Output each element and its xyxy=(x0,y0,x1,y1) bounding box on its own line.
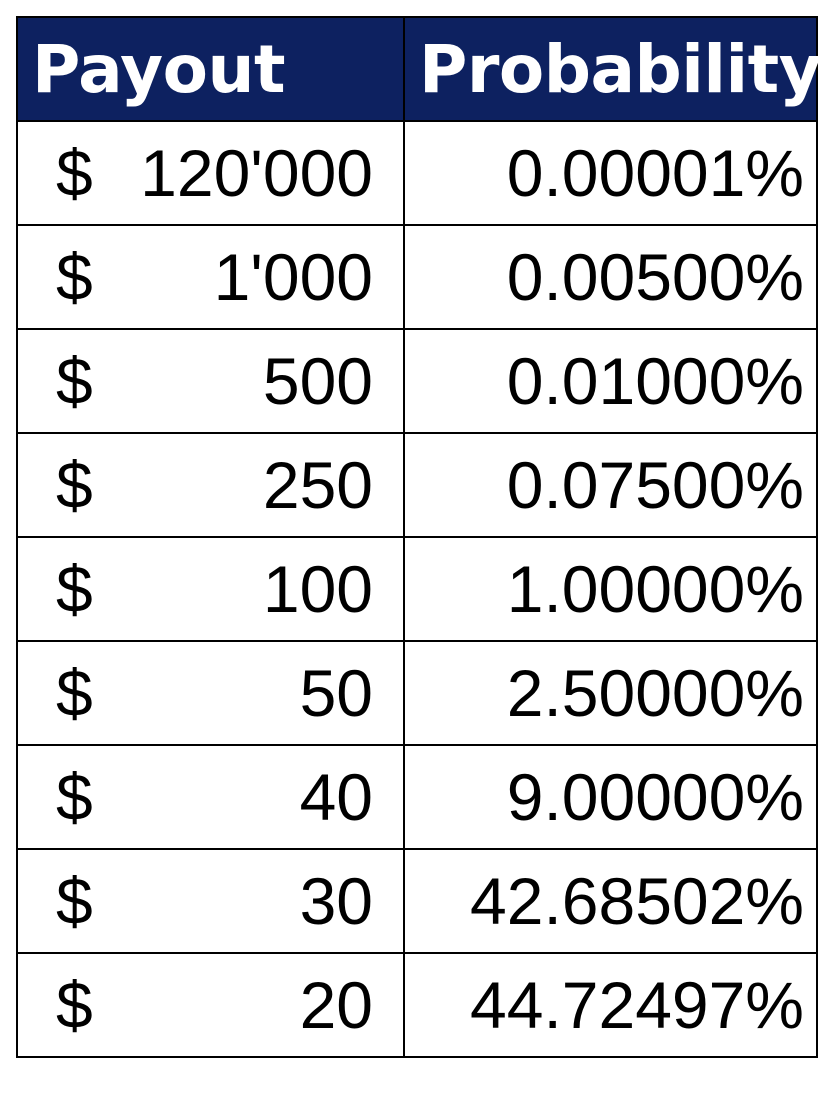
payout-cell: $20 xyxy=(16,952,405,1058)
probability-column-header: Probability xyxy=(403,16,822,122)
probability-cell: 1.00000% xyxy=(403,536,818,642)
currency-symbol: $ xyxy=(56,136,93,210)
payout-amount: 250 xyxy=(262,448,373,522)
table-row: $20 44.72497% xyxy=(16,952,818,1058)
payout-amount: 20 xyxy=(299,968,373,1042)
probability-cell: 42.68502% xyxy=(403,848,818,954)
currency-symbol: $ xyxy=(56,448,93,522)
table-header-row: Payout Probability xyxy=(16,16,822,122)
payout-amount: 1'000 xyxy=(213,240,373,314)
payout-amount: 120'000 xyxy=(140,136,373,210)
table-row: $120'000 0.00001% xyxy=(16,120,818,226)
currency-symbol: $ xyxy=(56,240,93,314)
table-row: $1'000 0.00500% xyxy=(16,224,818,330)
table-row: $30 42.68502% xyxy=(16,848,818,954)
currency-symbol: $ xyxy=(56,760,93,834)
probability-cell: 9.00000% xyxy=(403,744,818,850)
table-row: $500 0.01000% xyxy=(16,328,818,434)
payout-amount: 40 xyxy=(299,760,373,834)
payout-cell: $100 xyxy=(16,536,405,642)
payout-amount: 100 xyxy=(262,552,373,626)
payout-cell: $1'000 xyxy=(16,224,405,330)
payout-cell: $40 xyxy=(16,744,405,850)
payout-cell: $250 xyxy=(16,432,405,538)
probability-cell: 44.72497% xyxy=(403,952,818,1058)
payout-amount: 50 xyxy=(299,656,373,730)
probability-cell: 0.01000% xyxy=(403,328,818,434)
table-row: $50 2.50000% xyxy=(16,640,818,746)
payout-cell: $30 xyxy=(16,848,405,954)
table-row: $40 9.00000% xyxy=(16,744,818,850)
currency-symbol: $ xyxy=(56,656,93,730)
probability-cell: 0.00500% xyxy=(403,224,818,330)
payout-amount: 500 xyxy=(262,344,373,418)
currency-symbol: $ xyxy=(56,968,93,1042)
probability-cell: 0.00001% xyxy=(403,120,818,226)
currency-symbol: $ xyxy=(56,344,93,418)
payout-cell: $500 xyxy=(16,328,405,434)
payout-amount: 30 xyxy=(299,864,373,938)
payout-table: Payout Probability $120'000 0.00001% $1'00… xyxy=(16,16,822,1058)
currency-symbol: $ xyxy=(56,552,93,626)
payout-cell: $120'000 xyxy=(16,120,405,226)
probability-cell: 2.50000% xyxy=(403,640,818,746)
table-row: $100 1.00000% xyxy=(16,536,818,642)
currency-symbol: $ xyxy=(56,864,93,938)
table-row: $250 0.07500% xyxy=(16,432,818,538)
probability-cell: 0.07500% xyxy=(403,432,818,538)
payout-cell: $50 xyxy=(16,640,405,746)
payout-column-header: Payout xyxy=(16,16,405,122)
